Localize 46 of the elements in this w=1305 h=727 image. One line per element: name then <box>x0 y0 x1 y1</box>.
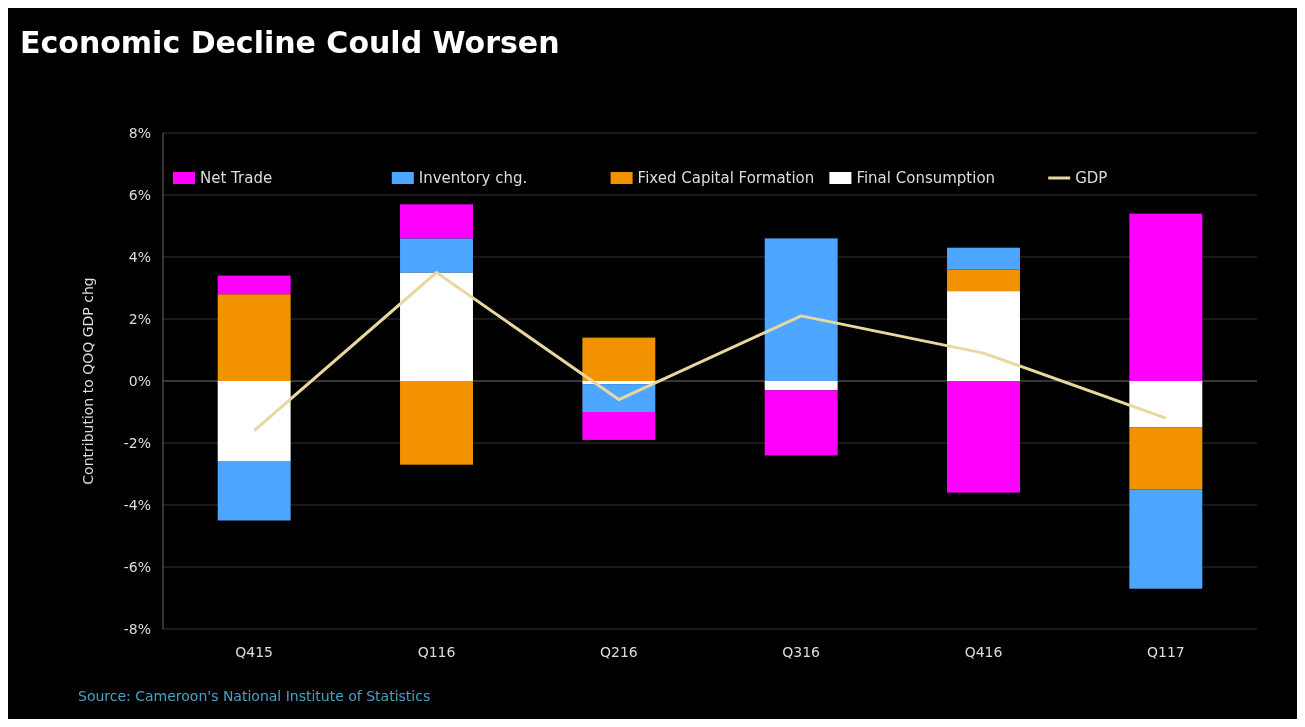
x-tick-label: Q316 <box>782 644 821 660</box>
y-tick-label: -8% <box>123 621 151 637</box>
y-tick-label: 4% <box>128 249 151 265</box>
x-tick-label: Q117 <box>1146 644 1185 660</box>
y-axis-title: Contribution to QOQ GDP chg <box>80 277 96 485</box>
legend-label: Inventory chg. <box>418 169 528 187</box>
bar <box>217 461 291 521</box>
bar <box>217 275 291 295</box>
bar <box>1129 489 1203 589</box>
bar <box>217 294 291 381</box>
bar <box>1129 213 1203 381</box>
legend-label: Fixed Capital Formation <box>637 169 815 187</box>
x-tick-label: Q415 <box>235 644 274 660</box>
line-series <box>252 271 1168 433</box>
bar <box>947 269 1020 292</box>
bar <box>947 291 1020 381</box>
chart-title: Economic Decline Could Worsen <box>20 25 560 60</box>
bar <box>582 337 656 381</box>
y-tick-label: -4% <box>123 497 151 513</box>
bar <box>764 381 838 391</box>
legend-label: Final Consumption <box>856 169 996 187</box>
bar <box>764 238 838 381</box>
bar <box>947 247 1020 270</box>
bar <box>217 381 291 462</box>
y-tick-label: 2% <box>128 311 151 327</box>
bar <box>400 238 473 273</box>
legend-label: GDP <box>1075 169 1108 187</box>
bar <box>947 381 1020 493</box>
y-tick-label: -6% <box>123 559 151 575</box>
bar <box>1129 381 1203 428</box>
y-tick-label: -2% <box>123 435 151 451</box>
x-tick-label: Q116 <box>417 644 456 660</box>
legend-label: Net Trade <box>200 169 273 187</box>
y-tick-label: 0% <box>128 373 151 389</box>
x-tick-label: Q216 <box>599 644 638 660</box>
bar <box>582 412 656 440</box>
bar <box>400 204 473 239</box>
y-tick-label: 8% <box>128 125 151 141</box>
bar <box>582 384 656 412</box>
bar <box>400 381 473 465</box>
bar <box>1129 427 1203 490</box>
y-tick-label: 6% <box>128 187 151 203</box>
bar <box>764 390 838 456</box>
x-tick-label: Q416 <box>964 644 1003 660</box>
source-note: Source: Cameroon's National Institute of Statistics <box>78 688 431 704</box>
bar <box>400 272 473 381</box>
